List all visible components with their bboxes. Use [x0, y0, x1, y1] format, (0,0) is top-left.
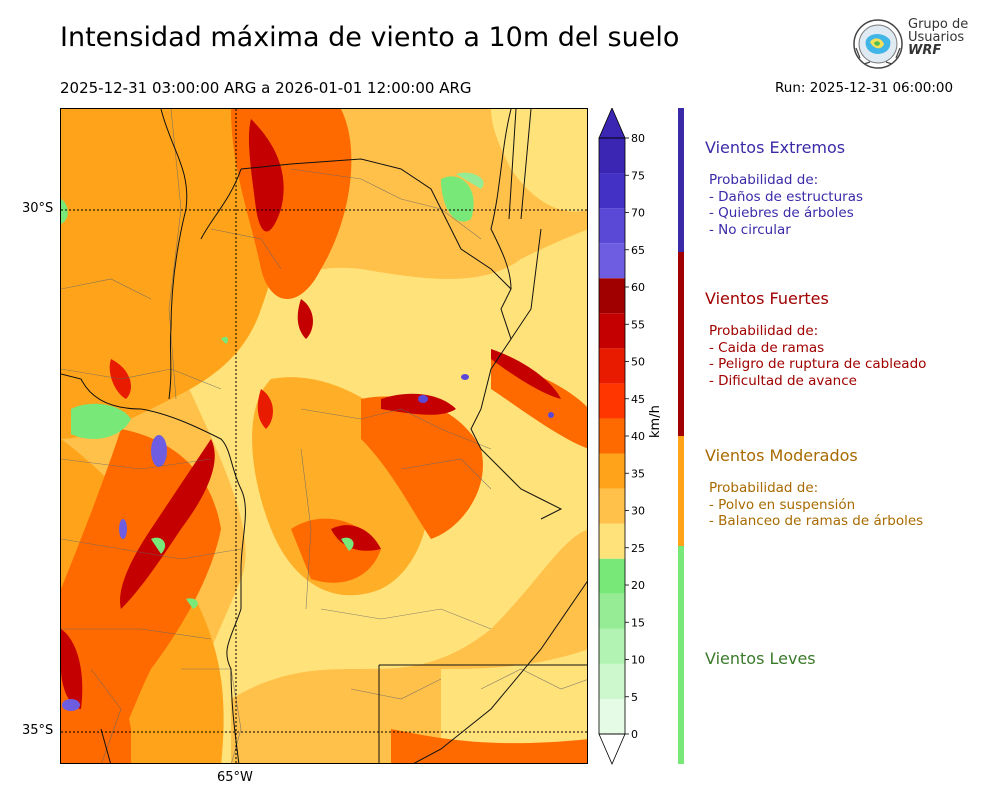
colorbar-tick-label: 20 [631, 579, 645, 592]
colorbar-block [599, 383, 625, 419]
colorbar-block [599, 558, 625, 594]
colorbar-tick-label: 40 [631, 430, 645, 443]
colorbar-tick-label: 10 [631, 654, 645, 667]
colorbar-block [599, 628, 625, 664]
colorbar-block [599, 698, 625, 734]
colorbar-tick-label: 65 [631, 244, 645, 257]
logo-line-2: Usuarios [908, 30, 965, 45]
colorbar-ticks: 0 5 10 15 20 25 30 35 40 45 50 55 60 65 70 75 80 [625, 132, 645, 741]
colorbar-block [599, 208, 625, 244]
colorbar-block [599, 593, 625, 629]
colorbar-block [599, 243, 625, 279]
fuertes-title: Vientos Fuertes [705, 289, 829, 308]
lon-label-65w: 65°W [217, 770, 253, 785]
colorbar-block [599, 453, 625, 489]
moderados-title: Vientos Moderados [705, 446, 858, 465]
colorbar-extend-top [598, 108, 626, 139]
colorbar-block [599, 278, 625, 314]
colorbar-tick-label: 0 [631, 728, 638, 741]
moderados-desc: Probabilidad de: - Polvo en suspensión -… [709, 480, 923, 530]
fuertes-item: - Caida de ramas [709, 339, 825, 356]
wind-map [60, 108, 588, 764]
colorbar-unit: km/h [648, 405, 663, 438]
leves-title: Vientos Leves [705, 649, 816, 668]
colorbar-block [599, 523, 625, 559]
extremos-desc: Probabilidad de: - Daños de estructuras … [709, 172, 863, 238]
colorbar-tick-label: 35 [631, 467, 645, 480]
colorbar-block [599, 138, 625, 174]
legend-bar-fuertes [678, 252, 684, 436]
fuertes-intro: Probabilidad de: [709, 323, 819, 339]
forecast-period: 2025-12-31 03:00:00 ARG a 2026-01-01 12:… [60, 79, 472, 97]
colorbar-block [599, 173, 625, 209]
fuertes-item: - Peligro de ruptura de cableado [709, 356, 927, 372]
map-title: Intensidad máxima de viento a 10m del su… [60, 22, 680, 53]
colorbar-block [599, 313, 625, 349]
wind-field [61, 109, 587, 763]
colorbar-tick-label: 15 [631, 616, 645, 629]
moderados-item: - Polvo en suspensión [709, 496, 856, 513]
moderados-item: - Balanceo de ramas de árboles [709, 513, 924, 529]
colorbar-block [599, 663, 625, 699]
legend-bar-extremos [678, 108, 684, 252]
fuertes-item: - Dificultad de avance [709, 372, 857, 389]
colorbar-blocks [598, 108, 626, 766]
run-timestamp: Run: 2025-12-31 06:00:00 [775, 80, 954, 96]
logo-line-1: Grupo de [908, 17, 969, 32]
colorbar-tick-label: 60 [631, 281, 645, 294]
extremos-item: - No circular [709, 221, 791, 238]
extremos-title: Vientos Extremos [705, 138, 846, 157]
colorbar-tick-label: 75 [631, 169, 645, 182]
lat-label-30s: 30°S [22, 201, 54, 216]
colorbar-tick-label: 50 [631, 356, 645, 369]
colorbar-tick-label: 30 [631, 505, 645, 518]
colorbar-tick-label: 5 [631, 691, 638, 704]
colorbar-tick-label: 80 [631, 132, 645, 145]
fuertes-desc: Probabilidad de: - Caida de ramas - Peli… [709, 323, 926, 389]
logo-line-3: WRF [908, 43, 942, 58]
colorbar-block [599, 348, 625, 384]
moderados-intro: Probabilidad de: [709, 480, 819, 496]
wrf-logo: Grupo de Usuarios WRF [850, 18, 970, 72]
colorbar-block [599, 418, 625, 454]
extremos-intro: Probabilidad de: [709, 172, 819, 188]
colorbar-extend-bottom [598, 733, 626, 766]
colorbar-tick-label: 45 [631, 393, 645, 406]
extremos-item: - Daños de estructuras [709, 188, 864, 205]
colorbar-block [599, 488, 625, 524]
colorbar-tick-label: 25 [631, 542, 645, 555]
colorbar: 0 5 10 15 20 25 30 35 40 45 50 55 60 65 70 75 80 [598, 108, 645, 766]
extremos-item: - Quiebres de árboles [709, 205, 854, 221]
lat-label-35s: 35°S [22, 723, 54, 738]
legend-bar-leves [678, 546, 684, 764]
globe-icon [853, 19, 903, 69]
colorbar-tick-label: 70 [631, 207, 645, 220]
colorbar-tick-label: 55 [631, 318, 645, 331]
legend-bar-moderados [678, 436, 684, 546]
